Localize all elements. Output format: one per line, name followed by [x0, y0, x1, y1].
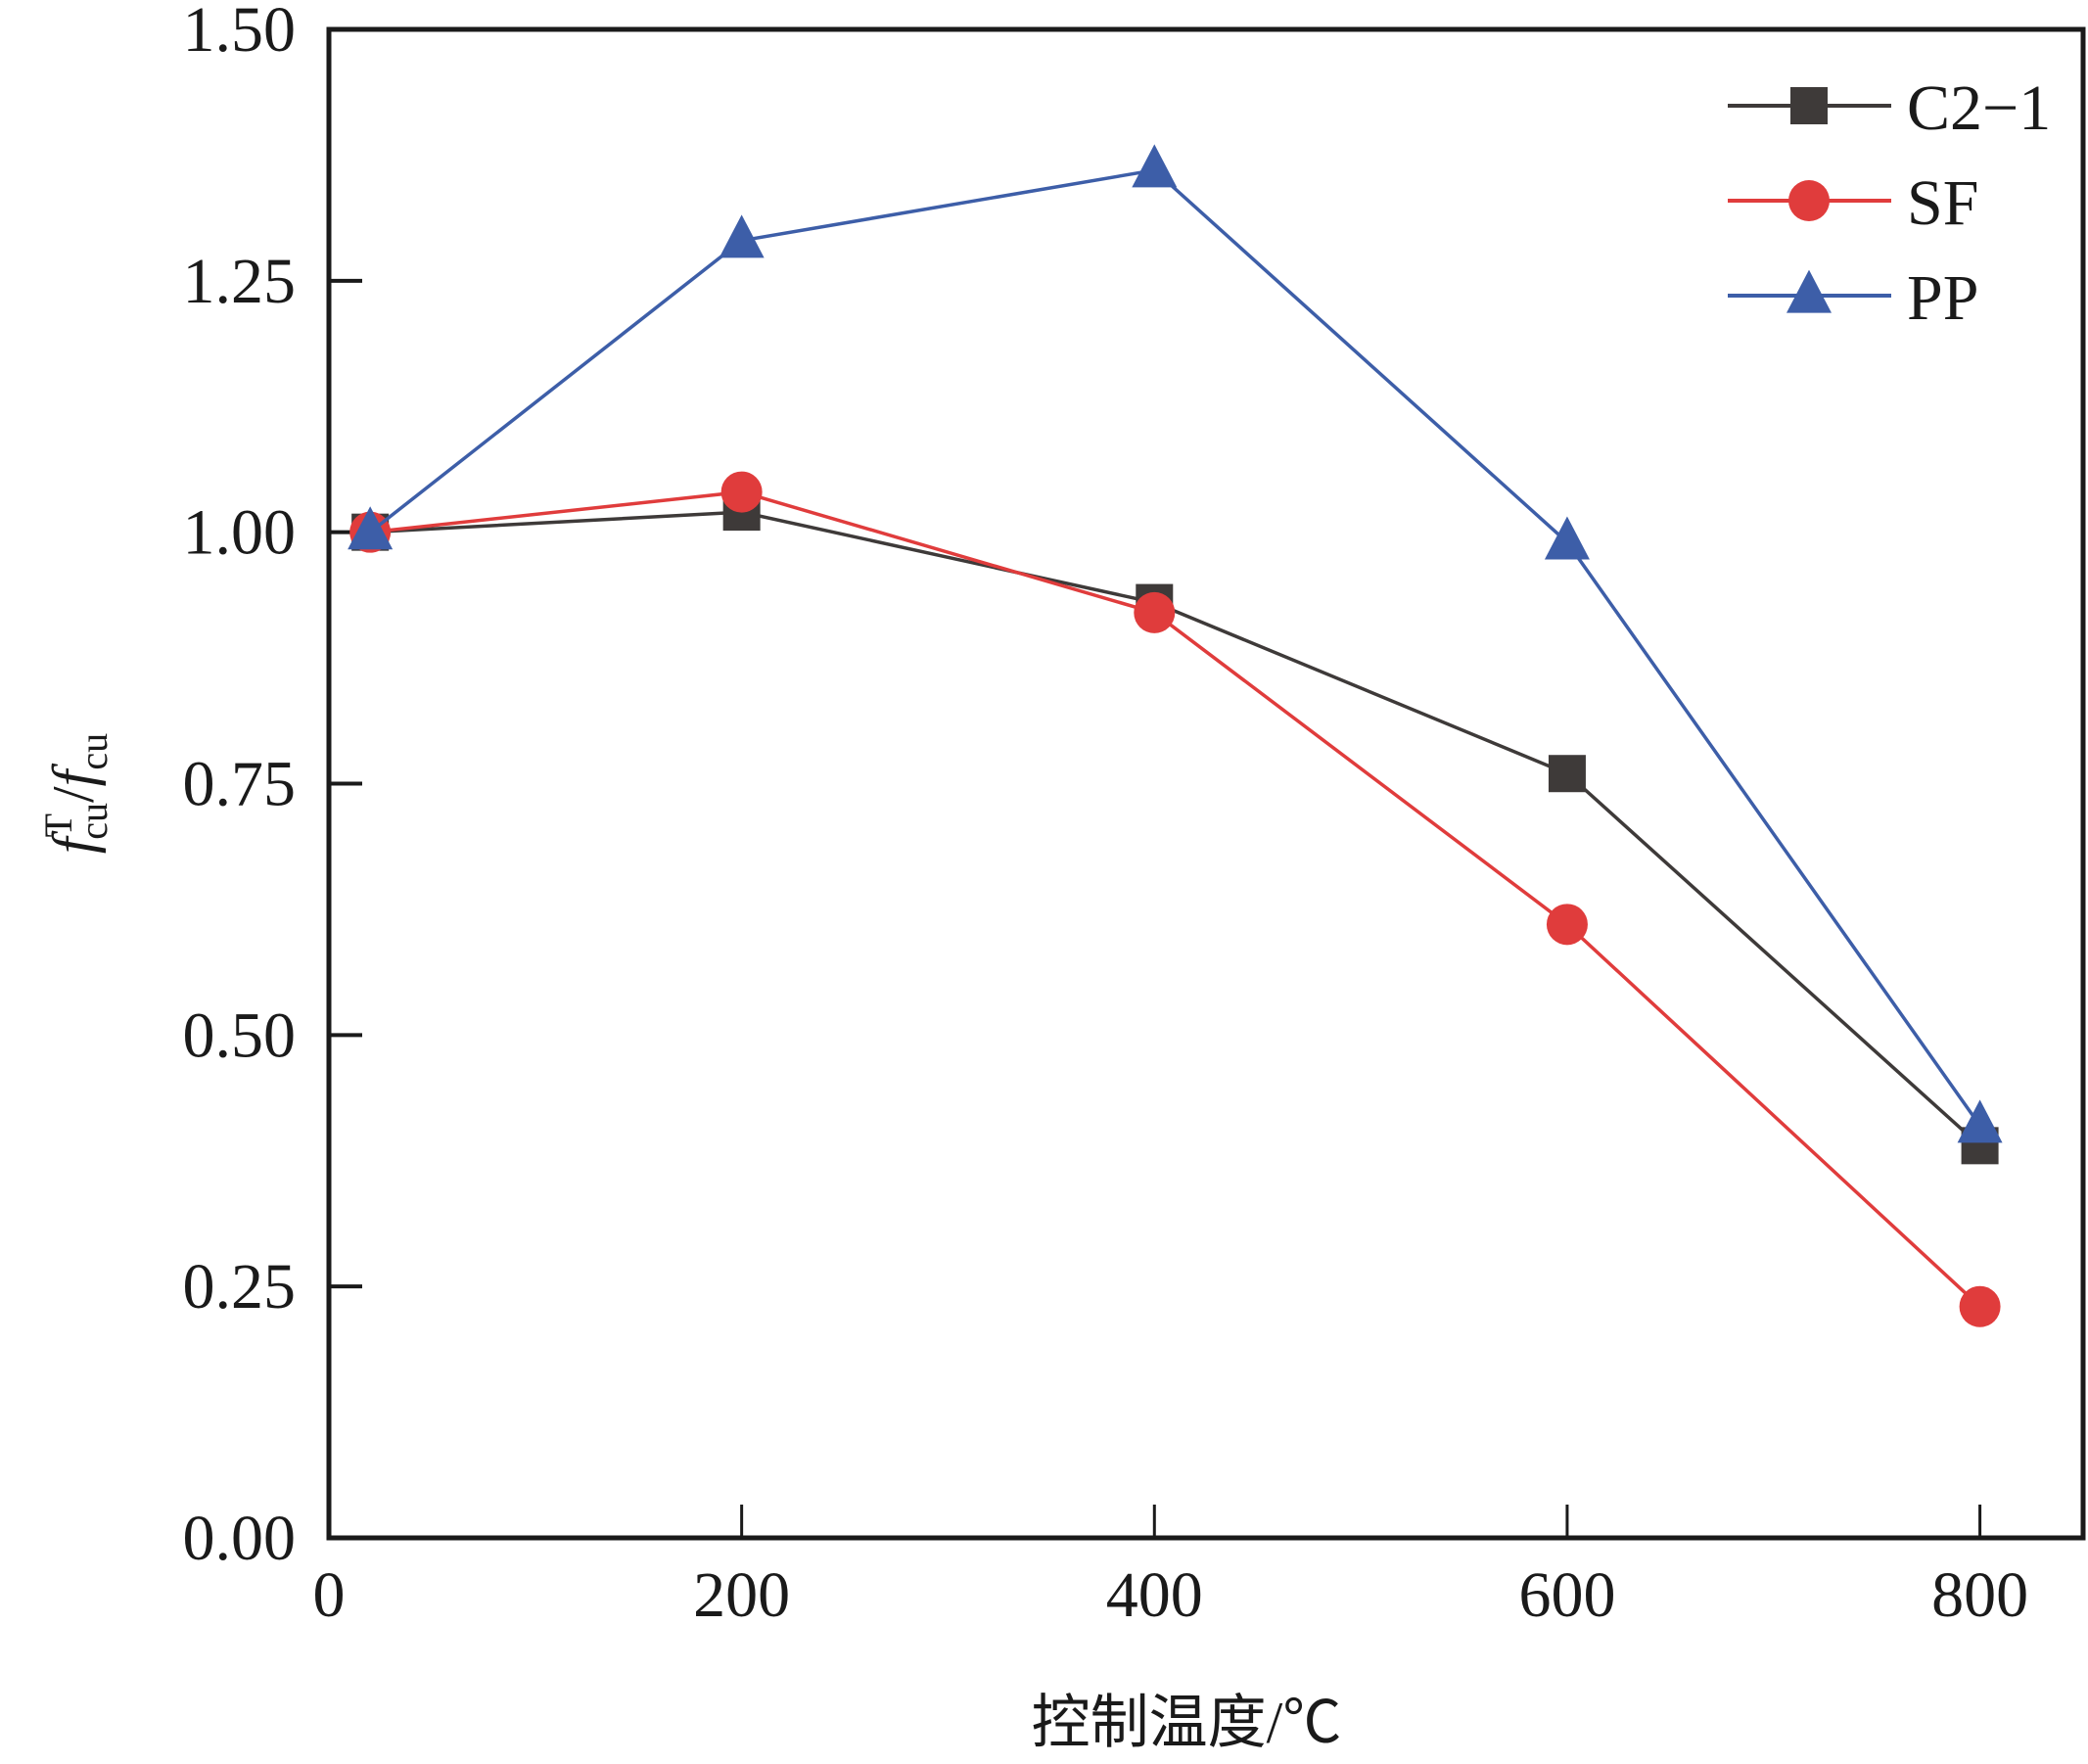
x-tick-label: 400: [1106, 1559, 1203, 1631]
y-title-sub2: cu: [71, 733, 116, 770]
legend-label: PP: [1907, 262, 1978, 334]
data-point: [348, 506, 394, 550]
series-line: [370, 510, 1981, 1147]
x-tick-label: 600: [1518, 1559, 1615, 1631]
data-point: [1957, 1099, 2003, 1143]
y-tick-label: 1.25: [183, 246, 297, 317]
plot-frame: [326, 26, 2086, 1541]
legend-label: C2−1: [1907, 72, 2051, 144]
series-circle: [349, 471, 2001, 1327]
y-tick-label: 0.75: [183, 749, 297, 820]
x-tick-label: 0: [313, 1559, 346, 1631]
series-triangle: [348, 144, 2003, 1143]
series-square: [351, 493, 1999, 1165]
legend-marker-square: [1790, 87, 1828, 124]
y-tick-label: 0.00: [183, 1503, 297, 1574]
y-tick-label: 1.00: [183, 497, 297, 569]
legend: C2−1 SF PP: [1728, 72, 2051, 334]
data-point: [1546, 904, 1588, 946]
legend-item: C2−1: [1728, 72, 2051, 144]
series-line: [369, 167, 1982, 1127]
x-tick-label: 200: [693, 1559, 790, 1631]
legend-marker-triangle: [1786, 269, 1832, 313]
y-axis-title: fTcu/fcu: [36, 733, 116, 854]
y-title-sup: T: [36, 813, 80, 837]
y-axis: 0.00 0.25 0.50 0.75 1.00 1.25 1.50: [183, 0, 362, 1574]
y-tick-label: 1.50: [183, 0, 297, 66]
y-title-sep: /: [41, 786, 106, 803]
x-axis-title: 控制温度/℃: [1032, 1691, 1342, 1755]
data-point: [719, 214, 765, 258]
data-point: [1548, 755, 1586, 793]
x-tick-label: 800: [1931, 1559, 2028, 1631]
legend-marker-circle: [1788, 180, 1830, 221]
data-point: [1134, 591, 1176, 633]
data-point: [1959, 1285, 2001, 1327]
y-title-sub: cu: [71, 803, 116, 840]
legend-item: PP: [1728, 262, 1978, 334]
y-tick-label: 0.50: [183, 999, 297, 1071]
legend-item: SF: [1728, 167, 1978, 239]
data-point: [720, 471, 763, 513]
legend-label: SF: [1907, 167, 1978, 239]
data-point: [1544, 516, 1590, 560]
x-axis: 0 200 400 600 800: [313, 1505, 2028, 1631]
series-line: [369, 489, 1981, 1308]
series-layer: [348, 144, 2003, 1327]
data-point: [1132, 144, 1178, 188]
y-tick-label: 0.25: [183, 1251, 297, 1323]
